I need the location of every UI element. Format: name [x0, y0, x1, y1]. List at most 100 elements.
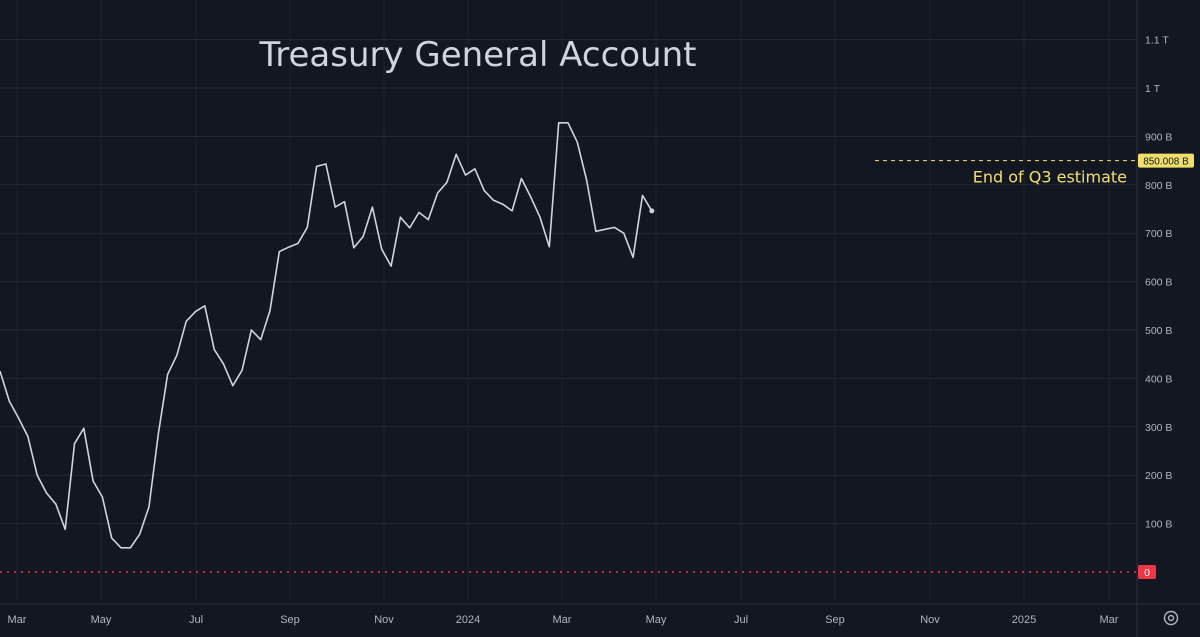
data-point [642, 194, 644, 196]
y-tick-label: 200 B [1145, 470, 1172, 482]
data-point [167, 374, 169, 376]
data-point [362, 236, 364, 238]
data-point [139, 533, 141, 535]
data-point [297, 242, 299, 244]
data-point [465, 174, 467, 176]
data-point [390, 265, 392, 267]
data-point [232, 385, 234, 387]
data-point [278, 251, 280, 253]
y-tick-label: 400 B [1145, 373, 1172, 385]
data-point [353, 247, 355, 249]
data-point [148, 506, 150, 508]
data-point [632, 256, 634, 258]
y-tick-label: 1 T [1145, 83, 1161, 95]
y-tick-label: 1.1 T [1145, 35, 1169, 47]
x-tick-label: Sep [825, 614, 845, 626]
data-point [223, 363, 225, 365]
data-point [27, 436, 29, 438]
data-point [288, 246, 290, 248]
data-point [306, 226, 308, 228]
y-tick-label: 100 B [1145, 519, 1172, 531]
x-tick-label: Mar [1100, 614, 1119, 626]
data-point [111, 537, 113, 539]
settings-gear-icon[interactable] [1162, 609, 1180, 627]
y-tick-label: 300 B [1145, 422, 1172, 434]
data-point [437, 192, 439, 194]
zero-label: 0 [1144, 567, 1150, 579]
data-point [83, 427, 85, 429]
data-point [316, 165, 318, 167]
zero-label-badge [1138, 565, 1156, 579]
data-point [520, 178, 522, 180]
data-point [334, 206, 336, 208]
data-point [558, 122, 560, 124]
estimate-value-badge [1138, 153, 1194, 168]
data-point [344, 201, 346, 203]
y-tick-label: 500 B [1145, 325, 1172, 337]
data-point [120, 547, 122, 549]
data-point [493, 199, 495, 201]
data-point [213, 348, 215, 350]
data-point [586, 179, 588, 181]
data-point [204, 305, 206, 307]
data-point [409, 227, 411, 229]
data-point [157, 433, 159, 435]
data-point [539, 216, 541, 218]
data-point [371, 206, 373, 208]
data-point [418, 211, 420, 213]
data-point [269, 310, 271, 312]
data-point [325, 163, 327, 165]
data-point [548, 246, 550, 248]
data-point [101, 496, 103, 498]
data-point [8, 400, 10, 402]
y-tick-label: 700 B [1145, 228, 1172, 240]
data-point [530, 196, 532, 198]
data-point [250, 329, 252, 331]
data-point [576, 141, 578, 143]
data-point [483, 190, 485, 192]
data-point [614, 226, 616, 228]
x-tick-label: Mar [553, 614, 572, 626]
data-point [64, 528, 66, 530]
chart-title: Treasury General Account [258, 35, 696, 75]
data-point [129, 547, 131, 549]
data-point [595, 230, 597, 232]
data-point [399, 216, 401, 218]
data-point [427, 219, 429, 221]
x-tick-label: Jul [189, 614, 203, 626]
estimate-annotation: End of Q3 estimate [973, 168, 1127, 187]
data-point [185, 320, 187, 322]
data-point [474, 168, 476, 170]
series-line [0, 122, 653, 549]
data-point [502, 203, 504, 205]
x-tick-label: Mar [8, 614, 27, 626]
data-point [55, 503, 57, 505]
data-point [623, 232, 625, 234]
data-point [511, 210, 513, 212]
x-tick-label: Nov [374, 614, 394, 626]
last-point-marker [649, 208, 655, 214]
data-point [241, 369, 243, 371]
x-tick-label: 2025 [1012, 614, 1036, 626]
y-tick-label: 600 B [1145, 277, 1172, 289]
data-point [195, 311, 197, 313]
data-point [36, 474, 38, 476]
data-point [18, 417, 20, 419]
x-tick-label: Jul [734, 614, 748, 626]
data-point [260, 339, 262, 341]
data-point [604, 228, 606, 230]
x-tick-label: Sep [280, 614, 300, 626]
data-point [74, 443, 76, 445]
x-tick-label: May [646, 614, 667, 626]
data-point [455, 153, 457, 155]
data-point [381, 248, 383, 250]
data-point [176, 354, 178, 356]
x-tick-label: May [91, 614, 112, 626]
estimate-value-label: 850.008 B [1143, 157, 1189, 168]
y-tick-label: 900 B [1145, 131, 1172, 143]
data-point [446, 181, 448, 183]
data-point [567, 122, 569, 124]
